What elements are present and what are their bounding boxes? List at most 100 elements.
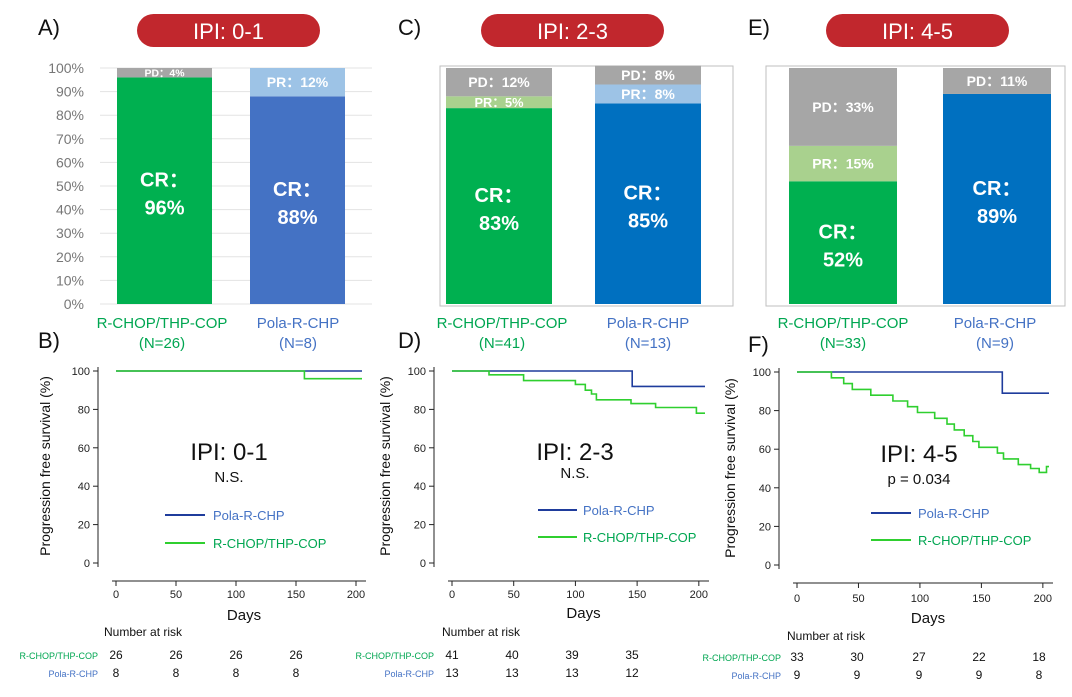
x-tick-label: 150 [287,589,305,601]
x-tick-label: 150 [972,593,990,605]
risk-row-label: Pola-R-CHP [384,669,434,679]
y-axis-label: Progression free survival (%) [37,376,53,556]
legend-label: R-CHOP/THP-COP [583,530,696,545]
bar-segment-pd [789,68,897,146]
y-axis-label: Progression free survival (%) [722,378,738,558]
category-label: R-CHOP/THP-COP [778,315,909,332]
panel-title: IPI: 0-1 [190,439,267,466]
y-tick-label: 40 [78,481,90,493]
data-label: CR： [140,170,189,192]
y-tick-label: 20 [759,521,771,533]
risk-value: 27 [912,650,926,664]
risk-value: 12 [625,666,639,680]
data-label: PD：12% [468,74,530,90]
legend-label: Pola-R-CHP [583,503,655,518]
y-axis-label: Progression free survival (%) [377,376,393,556]
data-label: CR： [475,185,524,207]
bar-segment-cr [250,96,345,304]
y-tick-label: 40 [414,481,426,493]
panel-subtitle: N.S. [214,469,243,486]
risk-row-label: Pola-R-CHP [731,671,781,681]
km-curve-r-chop-thp-cop [797,371,1049,474]
risk-value: 13 [445,666,459,680]
data-label: PR：5% [474,95,524,110]
y-tick-label: 100% [48,60,84,76]
y-tick-label: 60 [759,444,771,456]
data-label: PD：11% [967,73,1028,89]
bar-segment-cr [943,93,1051,305]
data-label: CR： [819,222,868,244]
panel-letter: A) [38,15,60,40]
panel-letter: E) [748,15,770,40]
data-label: PR：12% [267,74,329,90]
category-label: R-CHOP/THP-COP [437,315,568,332]
y-tick-label: 100 [753,367,771,379]
y-tick-label: 80 [759,406,771,418]
x-axis-label: Days [227,607,261,624]
data-label: PD：4% [144,68,184,79]
km-curve-r-chop-thp-cop [452,370,705,415]
data-label: 83% [479,213,519,235]
risk-value: 26 [229,648,243,662]
risk-value: 33 [790,650,804,664]
y-tick-label: 60% [56,154,84,170]
bar-segment-pd [446,68,552,97]
panel-subtitle: p = 0.034 [888,471,951,488]
x-tick-label: 200 [690,589,708,601]
km-curve-r-chop-thp-cop [116,370,362,380]
risk-value: 8 [113,666,120,680]
y-tick-label: 30% [56,225,84,241]
x-axis-label: Days [911,610,945,627]
risk-value: 13 [565,666,579,680]
y-tick-label: 40% [56,202,84,218]
data-label: PR：15% [812,156,874,172]
bar-segment-cr [117,77,212,304]
data-label: PR：8% [621,86,675,102]
y-tick-label: 80 [414,404,426,416]
bar-segment-pr [446,96,552,109]
risk-value: 40 [505,648,519,662]
y-tick-label: 90% [56,84,84,100]
legend-label: Pola-R-CHP [918,506,990,521]
legend-label: R-CHOP/THP-COP [918,533,1031,548]
bar-segment-cr [595,103,701,305]
y-tick-label: 0 [765,560,771,572]
risk-value: 26 [169,648,183,662]
y-tick-label: 80% [56,107,84,123]
risk-value: 8 [1036,668,1043,682]
bar-segment-pr [789,145,897,182]
x-tick-label: 50 [508,589,520,601]
bar-segment-pd [943,68,1051,94]
x-tick-label: 150 [628,589,646,601]
risk-value: 8 [173,666,180,680]
title-banner [137,14,320,47]
y-tick-label: 80 [78,404,90,416]
risk-value: 9 [854,668,861,682]
risk-value: 18 [1032,650,1046,664]
data-label: PD：8% [621,67,675,83]
legend-label: Pola-R-CHP [213,508,285,523]
y-tick-label: 100 [72,366,90,378]
category-label: R-CHOP/THP-COP [97,315,228,332]
y-tick-label: 70% [56,131,84,147]
y-tick-label: 0% [64,296,84,312]
bar-segment-cr [789,181,897,304]
x-tick-label: 100 [566,589,584,601]
x-tick-label: 200 [1034,593,1052,605]
legend-label: R-CHOP/THP-COP [213,536,326,551]
risk-value: 41 [445,648,459,662]
x-tick-label: 0 [449,589,455,601]
data-label: 85% [628,211,668,233]
risk-value: 26 [109,648,123,662]
risk-value: 9 [794,668,801,682]
category-n-label: (N=13) [625,335,671,352]
data-label: CR： [273,179,322,201]
category-label: Pola-R-CHP [607,315,690,332]
risk-value: 26 [289,648,303,662]
panel-title: IPI: 2-3 [536,439,613,466]
title-banner [481,14,664,47]
risk-value: 30 [850,650,864,664]
y-tick-label: 50% [56,178,84,194]
panel-title: IPI: 4-5 [880,441,957,468]
data-label: PD：33% [812,99,874,115]
